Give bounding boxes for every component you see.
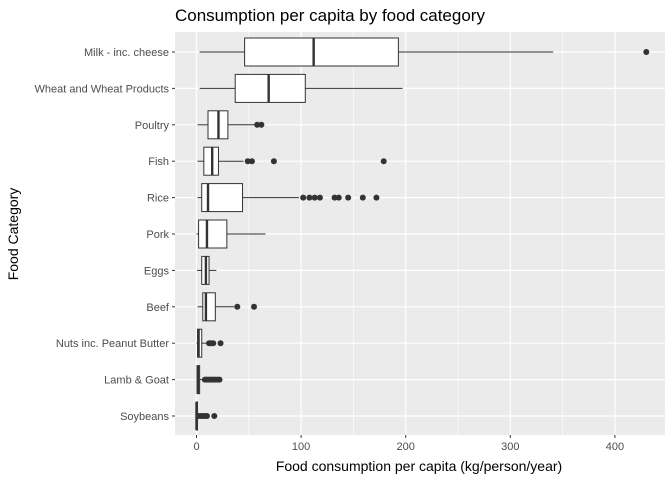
x-axis-title: Food consumption per capita (kg/person/y… <box>276 458 562 474</box>
y-tick-label: Milk - inc. cheese <box>84 47 169 59</box>
outlier-point <box>203 413 210 419</box>
x-tick-label: 0 <box>193 441 199 453</box>
outlier-point <box>216 376 223 383</box>
outlier-point <box>300 194 307 201</box>
outlier-point <box>254 121 261 128</box>
outlier-point <box>244 158 251 165</box>
box-iqr <box>244 37 399 67</box>
box-8 <box>196 328 224 358</box>
outlier-point <box>643 49 650 55</box>
box-iqr <box>234 73 306 103</box>
x-tick-label: 400 <box>606 441 624 453</box>
box-iqr <box>202 292 216 322</box>
y-axis-title: Food Category <box>5 188 21 281</box>
box-10 <box>195 401 218 431</box>
outlier-point <box>217 340 224 347</box>
box-2 <box>197 110 265 140</box>
box-3 <box>197 146 387 176</box>
chart-title: Consumption per capita by food category <box>175 6 485 25</box>
box-5 <box>196 219 266 249</box>
x-tick-label: 200 <box>397 441 415 453</box>
y-tick-label: Lamb & Goat <box>104 375 169 387</box>
y-axis-ticks: Milk - inc. cheese Wheat and Wheat Produc… <box>34 47 175 423</box>
y-tick-label: Poultry <box>135 120 170 132</box>
outlier-point <box>380 158 387 165</box>
box-7 <box>197 292 258 322</box>
y-tick-label: Fish <box>148 156 169 168</box>
box-4 <box>197 183 380 213</box>
outlier-point <box>270 158 277 165</box>
y-tick-label: Beef <box>146 302 170 314</box>
outlier-point <box>335 194 342 201</box>
x-tick-label: 300 <box>501 441 519 453</box>
outlier-point <box>359 194 366 201</box>
y-tick-label: Nuts inc. Peanut Butter <box>56 338 169 350</box>
box-0 <box>199 37 650 67</box>
x-tick-label: 100 <box>292 441 310 453</box>
outlier-point <box>211 413 218 419</box>
box-1 <box>199 73 403 103</box>
y-tick-label: Rice <box>147 193 169 205</box>
boxplot-series <box>195 37 650 431</box>
box-9 <box>196 365 223 395</box>
outlier-point <box>331 194 338 201</box>
x-axis-ticks: 0 100 200 300 400 <box>193 435 624 453</box>
y-tick-label: Eggs <box>144 265 170 277</box>
outlier-point <box>373 194 380 201</box>
outlier-point <box>345 194 352 201</box>
outlier-point <box>248 158 255 165</box>
y-tick-label: Pork <box>146 229 169 241</box>
outlier-point <box>258 121 265 128</box>
box-iqr <box>198 219 228 249</box>
outlier-point <box>306 194 313 201</box>
outlier-point <box>234 303 241 310</box>
y-tick-label: Wheat and Wheat Products <box>34 83 169 95</box>
outlier-point <box>251 303 258 310</box>
box-6 <box>197 255 217 285</box>
outlier-point <box>210 340 217 347</box>
outlier-point <box>311 194 318 201</box>
y-tick-label: Soybeans <box>120 411 169 423</box>
outlier-point <box>316 194 323 201</box>
